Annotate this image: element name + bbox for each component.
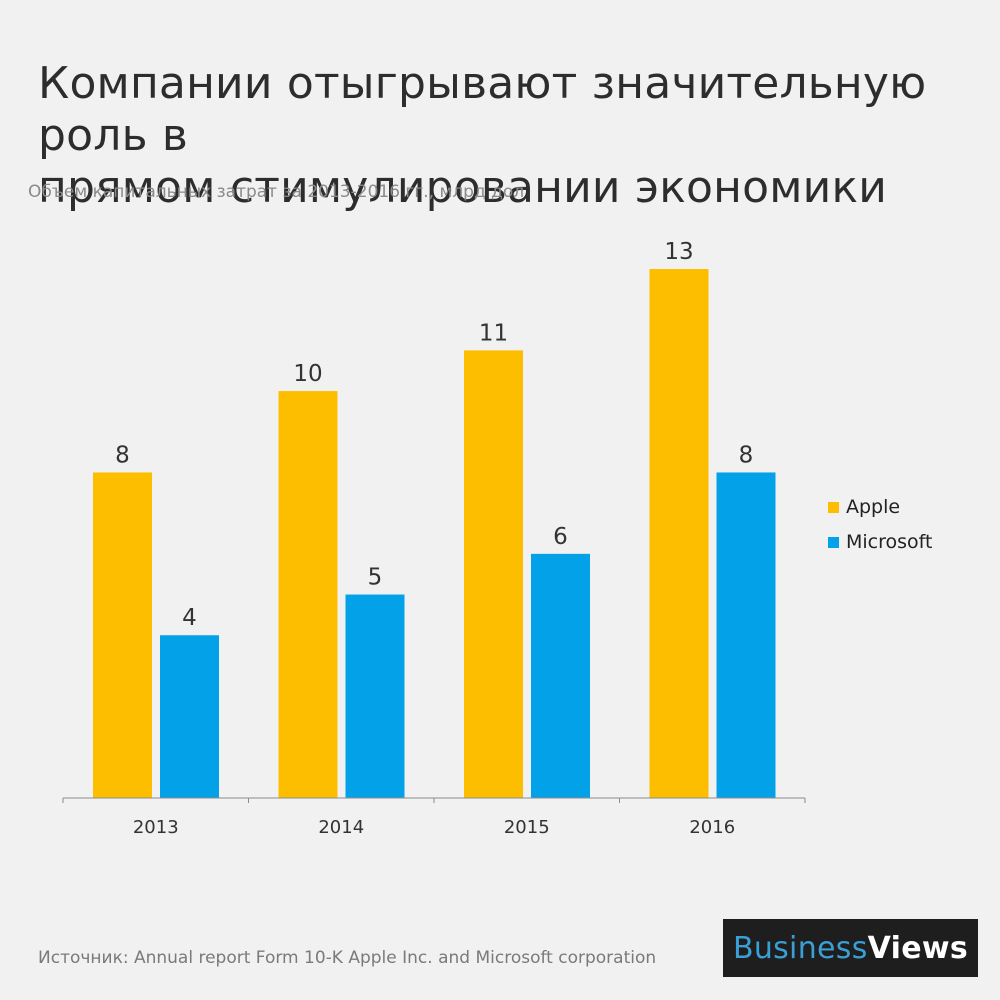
x-tick-label-2013: 2013 bbox=[133, 817, 179, 838]
data-label-microsoft-2015: 6 bbox=[553, 524, 568, 550]
bar-apple-2014 bbox=[278, 391, 338, 798]
legend-swatch-microsoft bbox=[828, 536, 839, 548]
chart-title-line-2: прямом стимулировании экономики bbox=[38, 162, 888, 213]
bar-microsoft-2016 bbox=[716, 472, 776, 798]
data-label-apple-2014: 10 bbox=[293, 361, 322, 387]
chart-subtitle: Объем капитальных затрат за 2013-2016 гг… bbox=[28, 182, 525, 202]
chart-title-line-1: Компании отыгрывают значительную роль в bbox=[38, 58, 927, 161]
data-label-microsoft-2013: 4 bbox=[182, 605, 197, 631]
legend-label-microsoft: Microsoft bbox=[846, 531, 933, 553]
chart-title: Компании отыгрывают значительную роль в … bbox=[38, 58, 978, 214]
data-label-microsoft-2016: 8 bbox=[739, 442, 754, 468]
x-tick-label-2015: 2015 bbox=[504, 817, 550, 838]
brand-logo: Business Views bbox=[723, 919, 978, 977]
legend-swatch-apple bbox=[828, 501, 839, 513]
bar-microsoft-2013 bbox=[160, 635, 219, 798]
legend-item-microsoft: Microsoft bbox=[828, 529, 932, 555]
bar-apple-2013 bbox=[93, 472, 152, 798]
logo-business-text: Business bbox=[732, 930, 868, 966]
chart-legend: Apple Microsoft bbox=[828, 494, 932, 564]
logo-views-text: Views bbox=[867, 930, 969, 966]
x-tick-label-2014: 2014 bbox=[318, 817, 364, 838]
legend-label-apple: Apple bbox=[846, 496, 901, 518]
data-label-apple-2013: 8 bbox=[115, 442, 130, 468]
source-note: Источник: Annual report Form 10-K Apple … bbox=[38, 948, 657, 968]
data-label-microsoft-2014: 5 bbox=[368, 565, 383, 591]
bar-microsoft-2015 bbox=[531, 553, 590, 798]
bar-apple-2015 bbox=[464, 350, 523, 798]
bar-microsoft-2014 bbox=[345, 594, 405, 798]
legend-item-apple: Apple bbox=[828, 494, 932, 520]
data-label-apple-2015: 11 bbox=[479, 320, 508, 346]
data-label-apple-2016: 13 bbox=[664, 239, 693, 265]
bar-apple-2016 bbox=[649, 269, 709, 798]
x-tick-label-2016: 2016 bbox=[689, 817, 735, 838]
